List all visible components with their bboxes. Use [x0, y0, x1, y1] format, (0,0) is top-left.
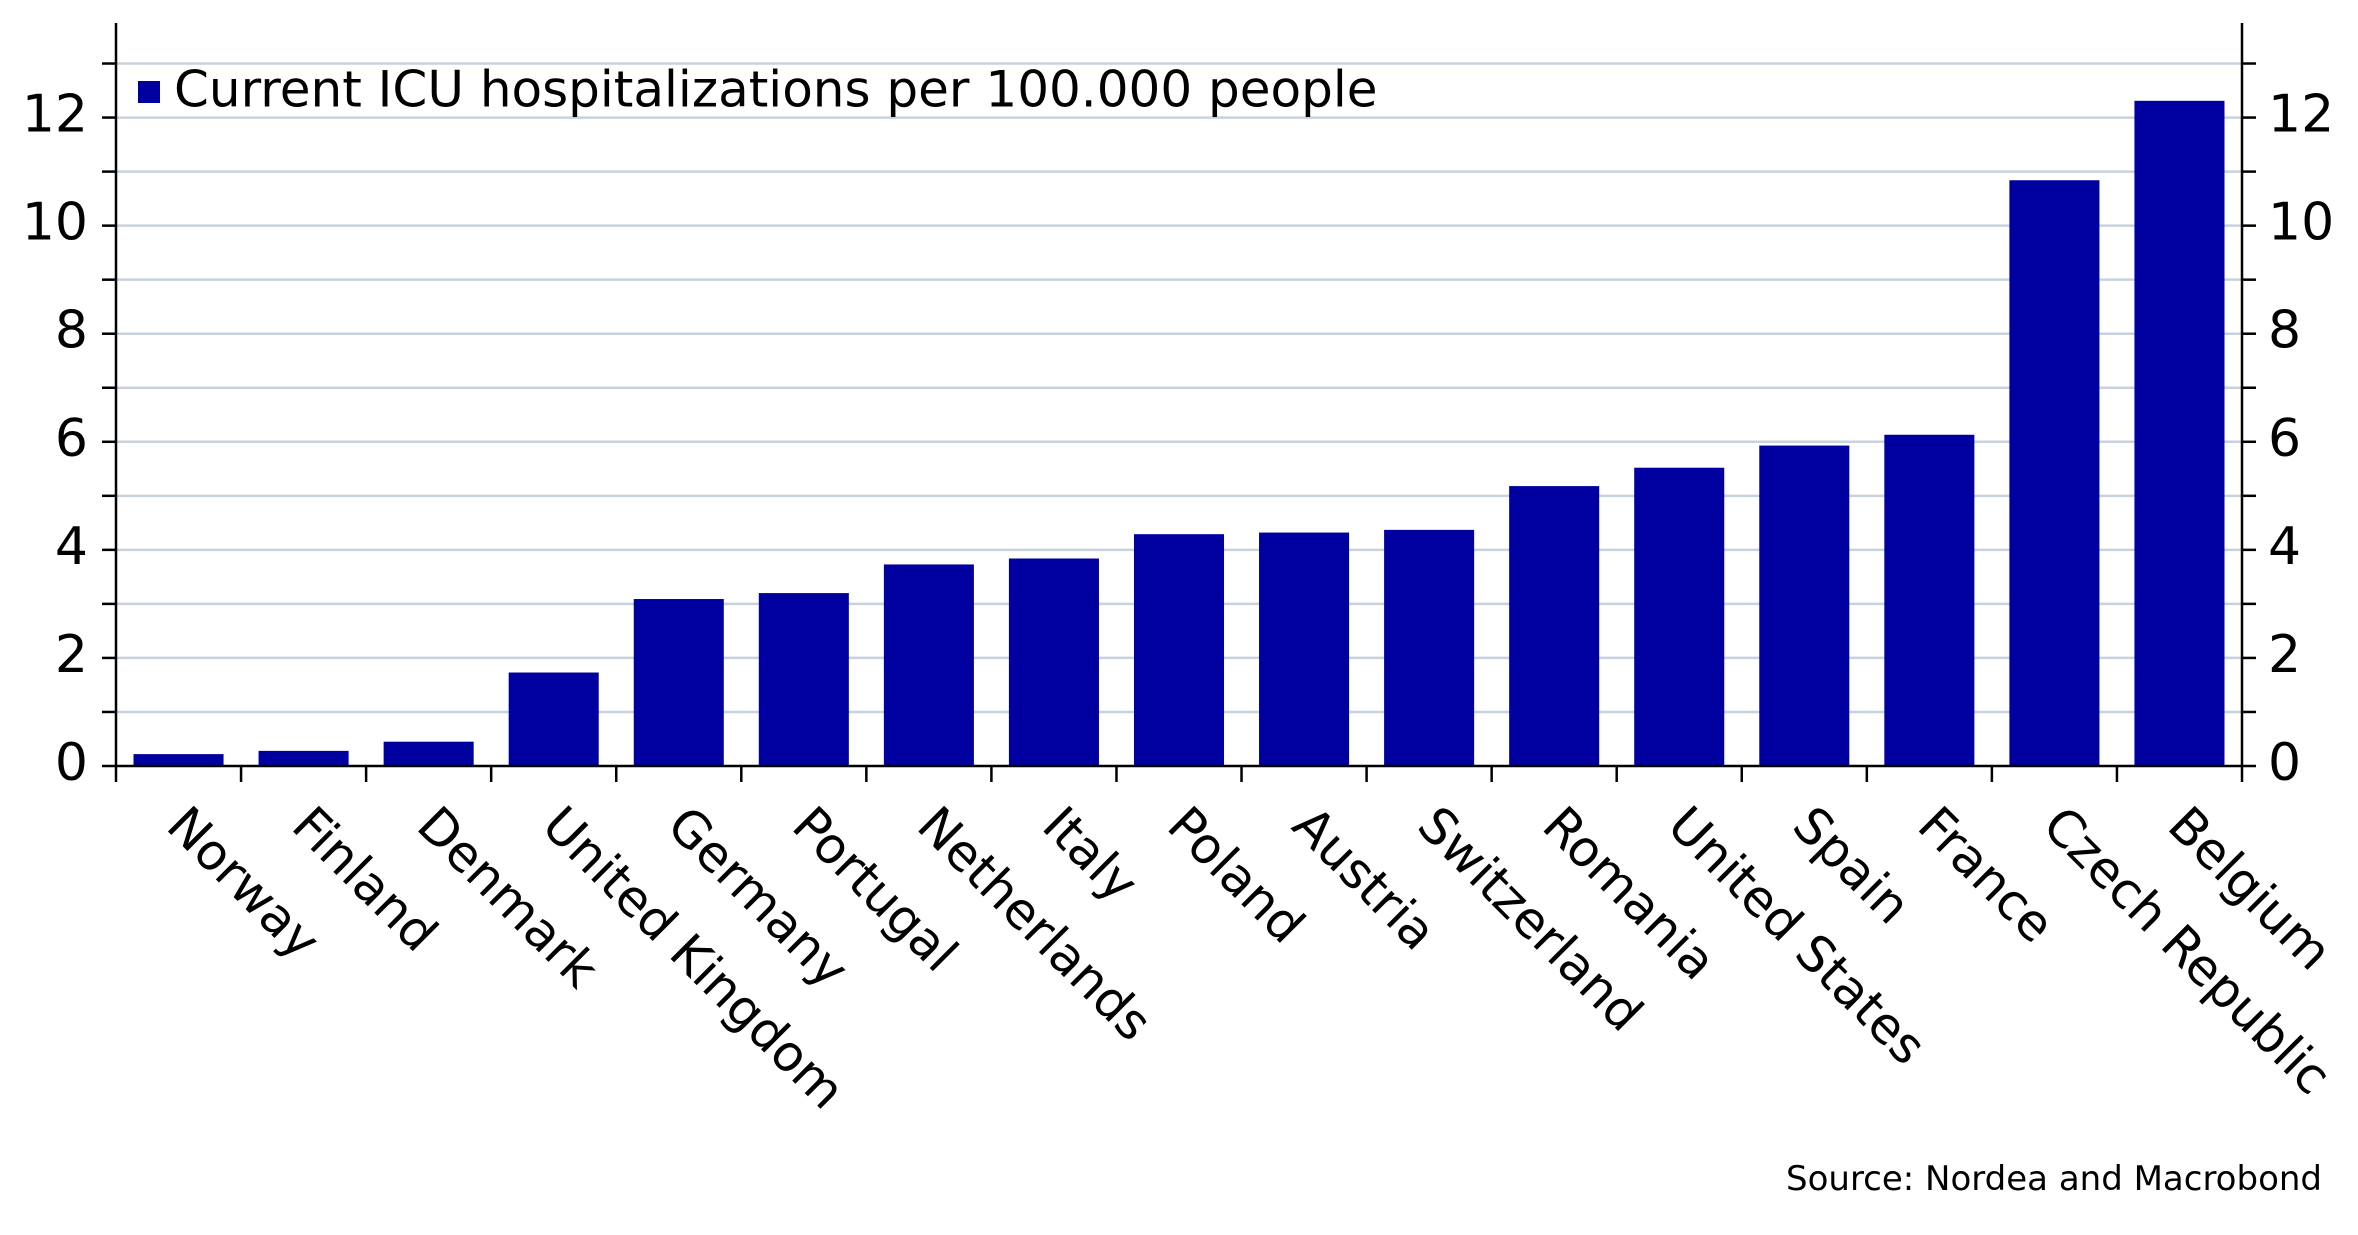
source: Source: Nordea and Macrobond	[1786, 1159, 2322, 1199]
bar	[633, 599, 724, 766]
bar	[2009, 180, 2100, 766]
y2-tick-label: 0	[2268, 733, 2301, 793]
y-tick-label: 6	[55, 409, 88, 469]
y-tick-label: 10	[22, 193, 88, 253]
bar	[383, 741, 474, 766]
y-tick-label: 12	[22, 85, 88, 145]
bar	[1384, 529, 1475, 766]
bar	[758, 593, 849, 766]
y2-tick-label: 2	[2268, 625, 2301, 685]
y2-tick-label: 10	[2268, 193, 2334, 253]
bar	[1884, 434, 1975, 766]
bar	[258, 750, 349, 766]
y-tick-label: 2	[55, 625, 88, 685]
bar	[1509, 486, 1600, 766]
y2-tick-label: 12	[2268, 85, 2334, 145]
bar	[1133, 534, 1225, 766]
bar	[2134, 100, 2225, 766]
x-tick-label: France	[1907, 795, 2066, 954]
y-tick-label: 0	[55, 733, 88, 793]
bar	[133, 754, 224, 766]
y-tick-label: 4	[55, 517, 88, 577]
bar	[1008, 558, 1099, 766]
y2-tick-label: 8	[2268, 301, 2301, 361]
legend-swatch	[138, 81, 160, 103]
y2-tick-label: 4	[2268, 517, 2301, 577]
bar	[1634, 467, 1725, 766]
bar	[883, 564, 974, 766]
x-tick-label: Italy	[1031, 795, 1149, 913]
bar	[1759, 445, 1850, 766]
bar	[508, 672, 599, 766]
y2-tick-label: 6	[2268, 409, 2301, 469]
legend-label: Current ICU hospitalizations per 100.000…	[174, 61, 1378, 119]
bar	[1259, 532, 1350, 766]
x-tick-label: Poland	[1157, 795, 1316, 954]
y-tick-label: 8	[55, 301, 88, 361]
